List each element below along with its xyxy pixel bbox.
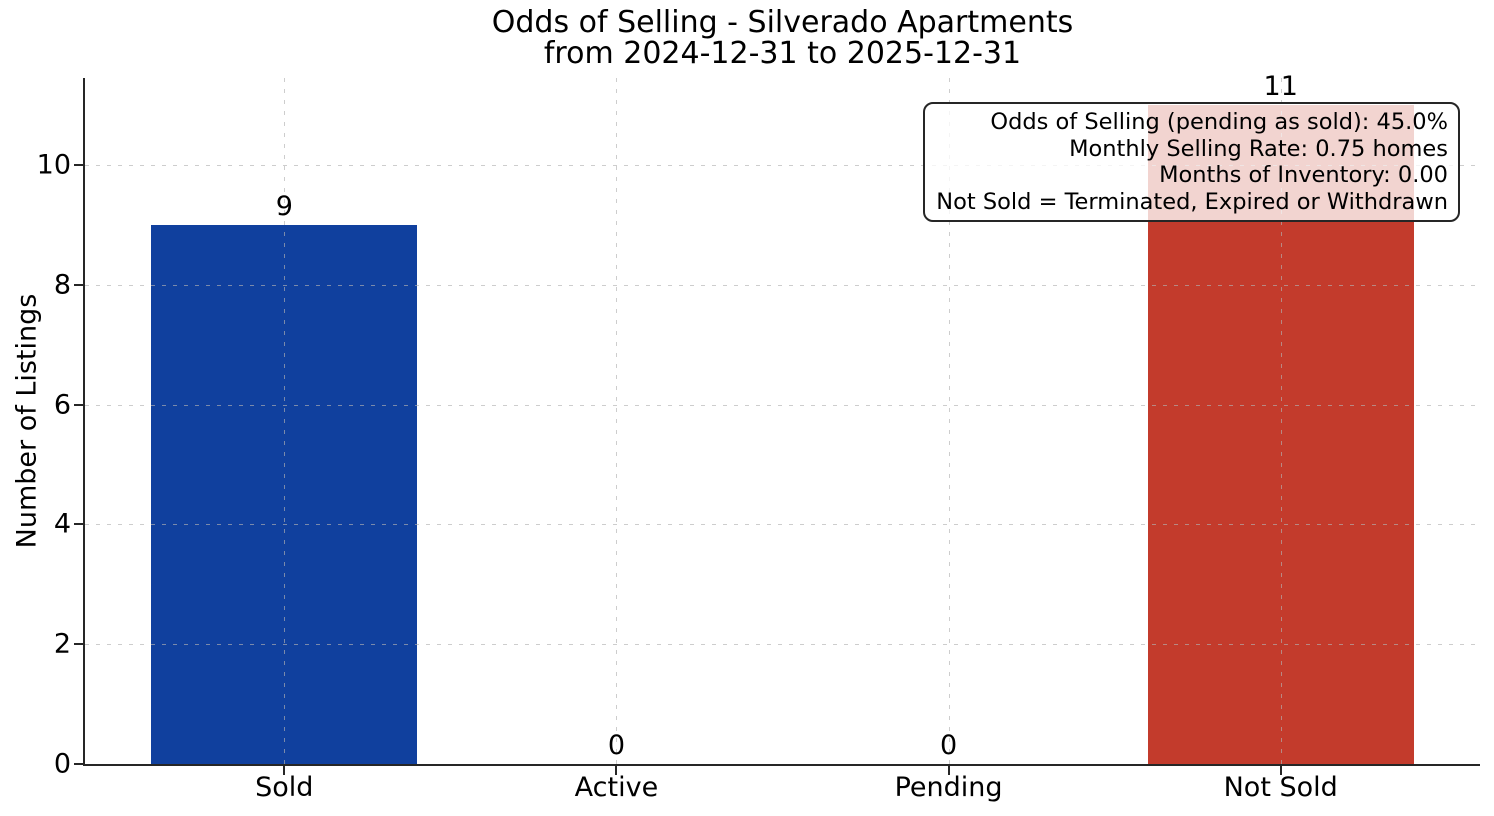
y-tick-label: 10	[36, 149, 71, 181]
x-tick-label-active: Active	[574, 772, 659, 803]
gridline-vertical	[616, 78, 618, 764]
y-axis-label: Number of Listings	[11, 293, 43, 549]
y-tick-mark	[74, 643, 83, 646]
y-tick-mark	[74, 283, 83, 286]
annotation-line-inventory: Months of Inventory: 0.00	[1159, 162, 1448, 188]
y-tick-label: 4	[53, 508, 71, 540]
annotation-line-monthly-rate: Monthly Selling Rate: 0.75 homes	[1069, 135, 1448, 162]
x-tick-mark	[1279, 766, 1282, 775]
y-axis-spine	[83, 78, 85, 766]
x-tick-label-sold: Sold	[255, 772, 314, 803]
x-tick-mark	[947, 766, 950, 775]
annotation-line-odds: Odds of Selling (pending as sold): 45.0%	[990, 109, 1448, 135]
chart-title-line2: from 2024-12-31 to 2025-12-31	[543, 36, 1022, 71]
annotation-line-not-sold-note: Not Sold = Terminated, Expired or Withdr…	[936, 188, 1448, 215]
bar-value-label-not-sold: 11	[1263, 70, 1298, 102]
y-tick-label: 8	[53, 269, 71, 301]
bar-value-label-active: 0	[607, 730, 626, 761]
x-tick-label-pending: Pending	[894, 772, 1003, 803]
x-axis-spine	[83, 764, 1480, 766]
chart-title: Odds of Selling - Silverado Apartments f…	[85, 7, 1480, 69]
gridline-horizontal	[85, 404, 1480, 406]
annotation-box: Odds of Selling (pending as sold): 45.0%…	[923, 102, 1460, 222]
x-tick-label-not-sold: Not Sold	[1223, 772, 1338, 803]
gridline-vertical	[284, 78, 286, 764]
chart-title-line1: Odds of Selling - Silverado Apartments	[491, 5, 1074, 40]
y-tick-mark	[74, 163, 83, 166]
x-tick-mark	[615, 766, 618, 775]
y-tick-label: 2	[53, 628, 71, 660]
gridline-horizontal	[85, 644, 1480, 646]
gridline-horizontal	[85, 284, 1480, 286]
y-tick-label: 0	[53, 748, 71, 780]
y-tick-mark	[74, 523, 83, 526]
bar-value-label-sold: 9	[275, 190, 293, 222]
y-tick-mark	[74, 403, 83, 406]
y-tick-mark	[74, 763, 83, 765]
gridline-vertical	[1280, 78, 1282, 764]
x-tick-mark	[283, 766, 286, 775]
gridline-vertical	[948, 78, 950, 764]
bar-value-label-pending: 0	[939, 730, 958, 761]
gridline-horizontal	[85, 524, 1480, 526]
bar-sold	[151, 224, 418, 764]
y-tick-label: 6	[53, 389, 71, 421]
gridline-horizontal	[85, 164, 1480, 166]
